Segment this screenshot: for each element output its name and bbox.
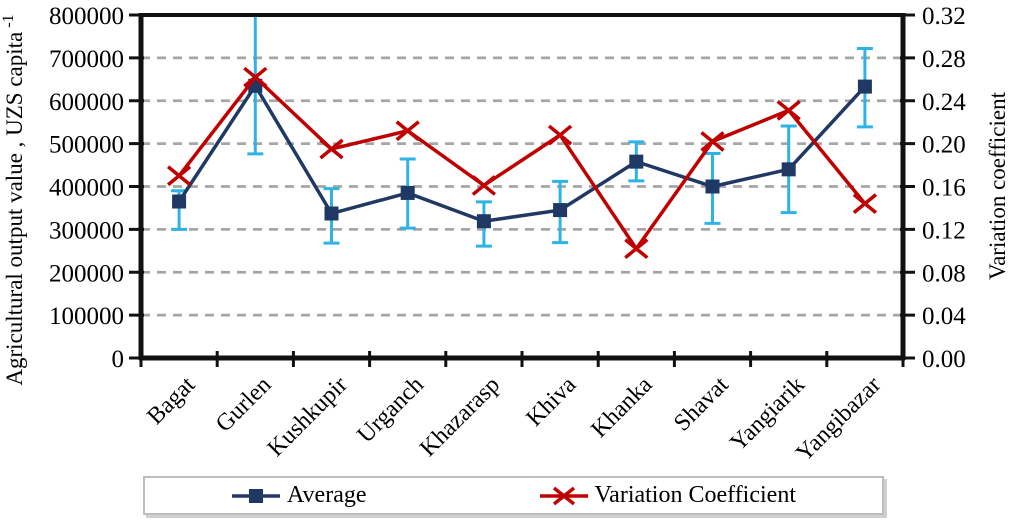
- x-axis-category-label: Bagat: [142, 372, 200, 430]
- average-point-marker: [400, 185, 415, 200]
- variation-coefficient-point-marker: [776, 100, 801, 121]
- variation-coefficient-point-marker: [243, 66, 268, 88]
- variation-coefficient-point-marker: [395, 120, 420, 142]
- right-axis-tick-label: 0.20: [922, 132, 966, 159]
- legend-item-average: Average: [231, 482, 367, 509]
- legend-label-average: Average: [287, 482, 367, 508]
- left-axis-tick-label: 300000: [49, 217, 124, 244]
- variation-coefficient-point-marker: [547, 124, 573, 146]
- average-series-marker-icon: [232, 488, 280, 503]
- left-axis-tick-label: 100000: [49, 303, 124, 330]
- left-axis-tick-label: 800000: [49, 3, 124, 30]
- right-axis-tick-label: 0.04: [922, 303, 966, 330]
- variation-coefficient-point-marker: [319, 138, 344, 160]
- right-axis-tick-label: 0.16: [922, 175, 966, 202]
- average-point-marker: [476, 214, 491, 229]
- left-axis-tick-label: 200000: [49, 260, 124, 287]
- right-axis-title: Variation coefficient: [985, 91, 1010, 280]
- right-axis-tick-label: 0.32: [922, 3, 966, 30]
- left-axis-title: Agricultural output value , UZS capita -…: [0, 14, 27, 385]
- left-axis-tick-label: 0: [112, 346, 125, 373]
- left-axis-tick-label: 700000: [49, 46, 124, 73]
- variation-coefficient-point-marker: [852, 193, 878, 215]
- left-axis-tick-label: 600000: [49, 89, 124, 116]
- right-axis-tick-label: 0.08: [922, 260, 966, 287]
- x-axis-category-label: Urganch: [352, 372, 429, 449]
- legend-label-variation-coefficient: Variation Coefficient: [594, 482, 797, 508]
- variation-coefficient-point-marker: [624, 238, 649, 260]
- x-axis-category-label: Khiva: [521, 372, 581, 432]
- left-axis-tick-label: 500000: [49, 132, 124, 159]
- right-axis-tick-label: 0.12: [922, 217, 966, 244]
- chart-canvas: 800000 700000 600000 500000 400000 300000 2000…: [0, 3, 1010, 467]
- series-line-average: [177, 82, 867, 224]
- average-point-marker: [172, 194, 187, 209]
- variation-coefficient-point-marker: [700, 131, 725, 152]
- series-line-variation-coefficient: [177, 74, 867, 252]
- right-axis-tick-label: 0.24: [922, 89, 966, 116]
- x-axis-category-label: Khanka: [586, 372, 657, 443]
- variation-coefficient-point-marker: [166, 165, 192, 187]
- average-point-marker: [781, 162, 796, 177]
- average-point-marker: [324, 206, 339, 221]
- average-point-marker: [705, 179, 720, 194]
- right-axis-tick-label: 0.00: [922, 346, 966, 373]
- legend-item-variation-coefficient: Variation Coefficient: [539, 482, 797, 509]
- average-point-marker: [857, 79, 872, 94]
- chart-legend: Average Variation Coefficient: [143, 476, 884, 515]
- x-axis-category-label: Gurlen: [211, 372, 277, 438]
- average-point-marker: [629, 154, 644, 169]
- x-axis-category-label: Kushkupir: [263, 372, 353, 462]
- variation-coefficient-series-marker-icon: [539, 486, 588, 505]
- x-axis-category-label: Shavat: [669, 372, 734, 437]
- left-axis-tick-label: 400000: [49, 175, 124, 202]
- x-axis-category-label: Khazarasp: [415, 372, 505, 462]
- variation-coefficient-point-marker: [471, 175, 497, 196]
- right-axis-tick-label: 0.28: [922, 46, 966, 73]
- average-point-marker: [553, 203, 568, 218]
